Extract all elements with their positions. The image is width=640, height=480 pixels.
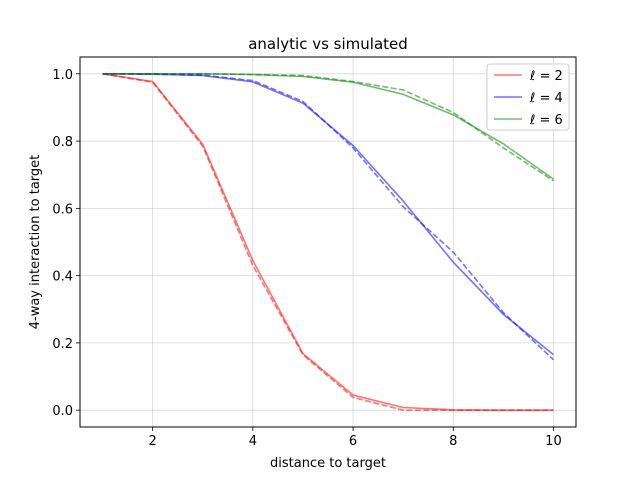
legend-label: ℓ = 4 (529, 91, 563, 106)
series-line-simulated (102, 73, 554, 411)
legend-box (486, 63, 570, 131)
chart-title: analytic vs simulated (248, 35, 408, 53)
axis-ticks: 2 4 6 8 10 0.0 0.2 0.4 0.6 0.8 1.0 (52, 68, 561, 449)
y-tick-label: 1.0 (52, 68, 73, 83)
y-tick-label: 0.8 (52, 135, 73, 150)
legend: ℓ = 2 ℓ = 4 ℓ = 6 (486, 63, 570, 131)
y-axis-label: 4-way interaction to target (28, 155, 43, 330)
y-tick-label: 0.2 (52, 337, 73, 352)
legend-label: ℓ = 6 (529, 113, 563, 128)
y-tick-label: 0.6 (52, 202, 73, 217)
plot-frame (79, 56, 577, 428)
x-axis-label: distance to target (270, 456, 386, 471)
legend-label: ℓ = 2 (529, 69, 563, 84)
x-tick-label: 2 (149, 434, 157, 449)
series-line-simulated (102, 73, 554, 361)
y-tick-label: 0.4 (52, 270, 73, 285)
x-tick-label: 4 (249, 434, 257, 449)
x-tick-label: 10 (545, 434, 562, 449)
plot-lines (102, 73, 554, 411)
x-tick-label: 6 (349, 434, 357, 449)
x-tick-label: 8 (449, 434, 457, 449)
y-tick-label: 0.0 (52, 404, 73, 419)
series-line-simulated (102, 73, 554, 182)
